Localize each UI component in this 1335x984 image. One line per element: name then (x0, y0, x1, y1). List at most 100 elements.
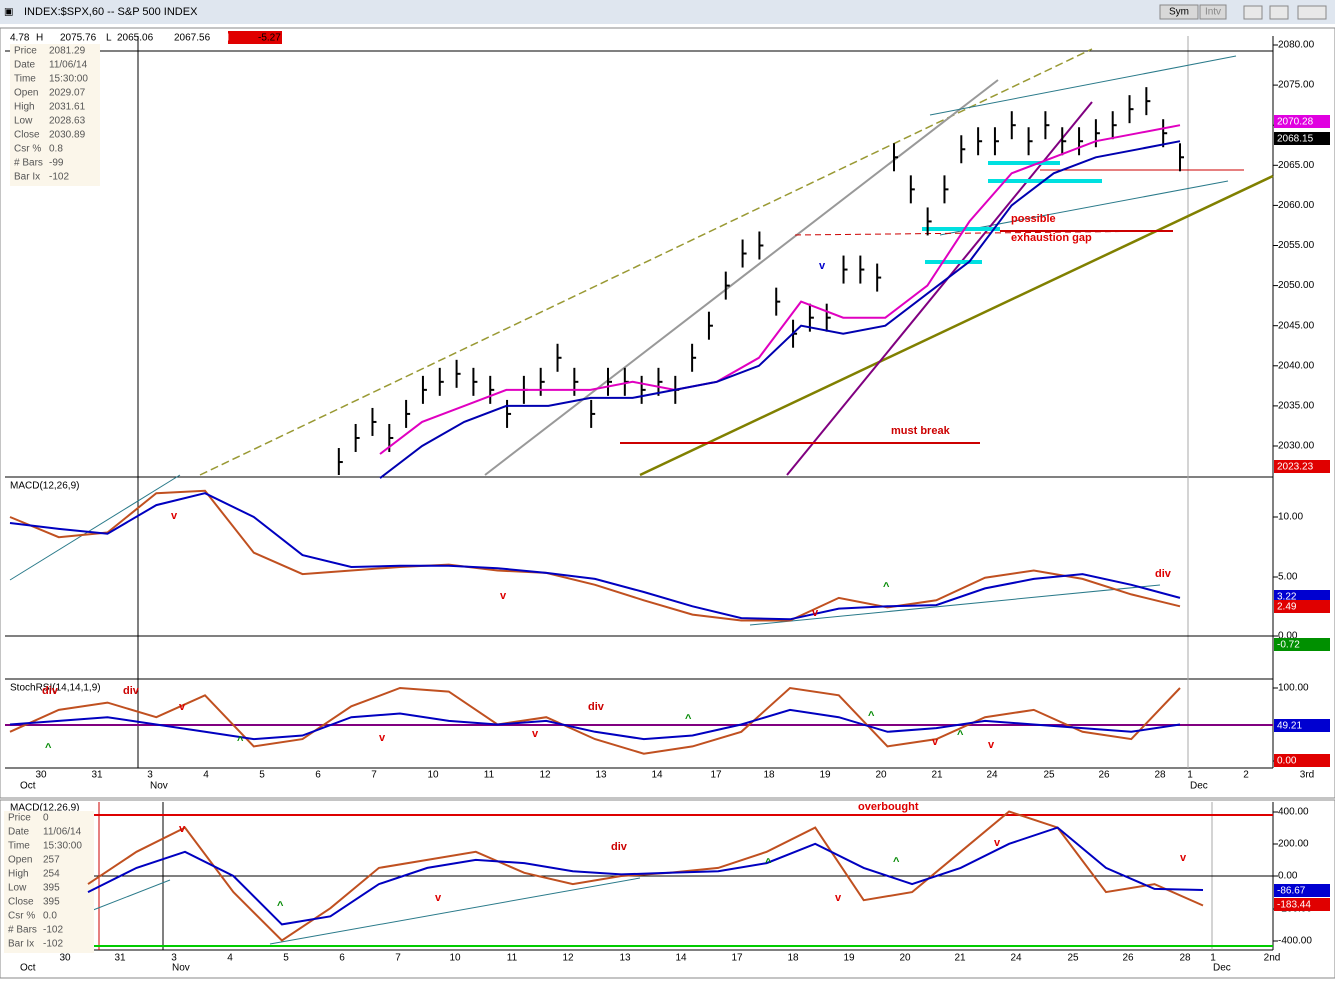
x-tick-label: 21 (931, 770, 943, 781)
info-label: Csr % (14, 144, 41, 155)
x-tick-label: 4 (227, 953, 233, 964)
x-tick-label: 19 (819, 770, 831, 781)
info-value: 0 (43, 813, 49, 824)
intv-button[interactable] (1199, 4, 1227, 20)
x-tick-label: 11 (507, 953, 518, 964)
x-tick-label: 31 (91, 770, 103, 781)
annotation: ^ (45, 742, 52, 754)
slow-ma (379, 140, 1181, 479)
annotation: v (819, 260, 826, 272)
value-tag-label: 2070.28 (1277, 117, 1314, 128)
annotation: v (179, 701, 186, 713)
x-tick-label: 20 (875, 770, 887, 781)
annotation: ^ (277, 900, 284, 912)
y-tick-label: 2050.00 (1278, 280, 1315, 291)
quote-item: 2067.56 (174, 33, 211, 44)
info-label: High (14, 102, 35, 113)
value-tag-label: -0.72 (1277, 640, 1300, 651)
x-tick-label: 12 (539, 770, 551, 781)
x-month-label: Nov (150, 781, 168, 792)
y-tick-label: 100.00 (1278, 683, 1309, 694)
maximize-button[interactable] (1269, 5, 1289, 20)
x-tick-label: 13 (595, 770, 607, 781)
lower-frame (0, 799, 1335, 979)
quote-item: L (106, 33, 112, 44)
annotation: ^ (868, 710, 875, 722)
quote-item: H (36, 33, 43, 44)
x-tick-label: 4 (203, 770, 209, 781)
value-tag (1274, 638, 1330, 651)
close-button[interactable] (1297, 5, 1327, 20)
upper-frame (0, 27, 1335, 799)
x-tick-label: 12 (562, 953, 574, 964)
info-value: 0.8 (49, 144, 63, 155)
x-tick-label: 31 (114, 953, 126, 964)
quote-item: N (222, 33, 229, 44)
info-value: 254 (43, 869, 60, 880)
info-label: Date (8, 827, 30, 838)
annotation: v (988, 739, 995, 751)
info-value: 395 (43, 897, 60, 908)
stoch-d (9, 708, 1181, 741)
annotation: overbought (858, 801, 919, 813)
annotation: v (932, 736, 939, 748)
annotation: ^ (237, 735, 244, 747)
x-tick-label: 14 (651, 770, 663, 781)
intv-button-label[interactable]: Intv (1205, 7, 1221, 18)
x-tick-label: 6 (339, 953, 345, 964)
stoch-title: StochRSI(14,14,1,9) (10, 683, 101, 694)
annotation: div (42, 685, 59, 697)
stoch-k (9, 686, 1181, 755)
x-tick-label: 28 (1179, 953, 1191, 964)
annotation: ^ (765, 857, 772, 869)
fast-ma (379, 124, 1181, 455)
sym-button-label[interactable]: Sym (1169, 7, 1189, 18)
x-tick-label: 2 (1243, 770, 1249, 781)
info-label: Csr % (8, 911, 35, 922)
info-value: -99 (49, 158, 64, 169)
minimize-button[interactable] (1243, 5, 1263, 20)
macd-line (9, 489, 1181, 622)
y-tick-label: 200.00 (1278, 839, 1309, 850)
value-tag (1274, 884, 1330, 897)
annotation: v (532, 728, 539, 740)
info-value: 2031.61 (49, 102, 86, 113)
x-tick-label: 18 (787, 953, 799, 964)
info-value: 15:30:00 (43, 841, 82, 852)
info-value: -102 (43, 939, 63, 950)
sym-button[interactable] (1159, 4, 1199, 20)
value-tag (1274, 590, 1330, 603)
annotation: div (611, 841, 628, 853)
x-month-label: Oct (20, 963, 36, 974)
info-value: 11/06/14 (43, 827, 82, 838)
x-tick-label: 21 (954, 953, 966, 964)
info-value: 2029.07 (49, 88, 86, 99)
info-label: Bar Ix (8, 939, 34, 950)
trend-line (749, 584, 1161, 626)
x-tick-label: 10 (449, 953, 461, 964)
annotation: possible (1011, 213, 1056, 225)
x-tick-label: 20 (899, 953, 911, 964)
x-tick-label: 6 (315, 770, 321, 781)
info-label: # Bars (14, 158, 43, 169)
info-label: Close (14, 130, 40, 141)
value-tag (1274, 460, 1330, 473)
value-tag (1274, 754, 1330, 767)
value-tag (1274, 115, 1330, 128)
annotation: must break (891, 425, 951, 437)
y-tick-label: 2055.00 (1278, 240, 1315, 251)
x-tick-label: 11 (484, 770, 495, 781)
x-tick-label: 7 (395, 953, 401, 964)
info-value: 395 (43, 883, 60, 894)
quote-red-box (228, 31, 282, 44)
x-month-label: Dec (1190, 781, 1208, 792)
x-tick-label: 7 (371, 770, 377, 781)
y-tick-label: 2060.00 (1278, 200, 1315, 211)
value-tag (1274, 132, 1330, 145)
info-label: # Bars (8, 925, 37, 936)
x-tick-label: 25 (1043, 770, 1055, 781)
y-tick-label: 2035.00 (1278, 401, 1315, 412)
info-value: 257 (43, 855, 60, 866)
app-icon: ▣ (4, 7, 13, 18)
